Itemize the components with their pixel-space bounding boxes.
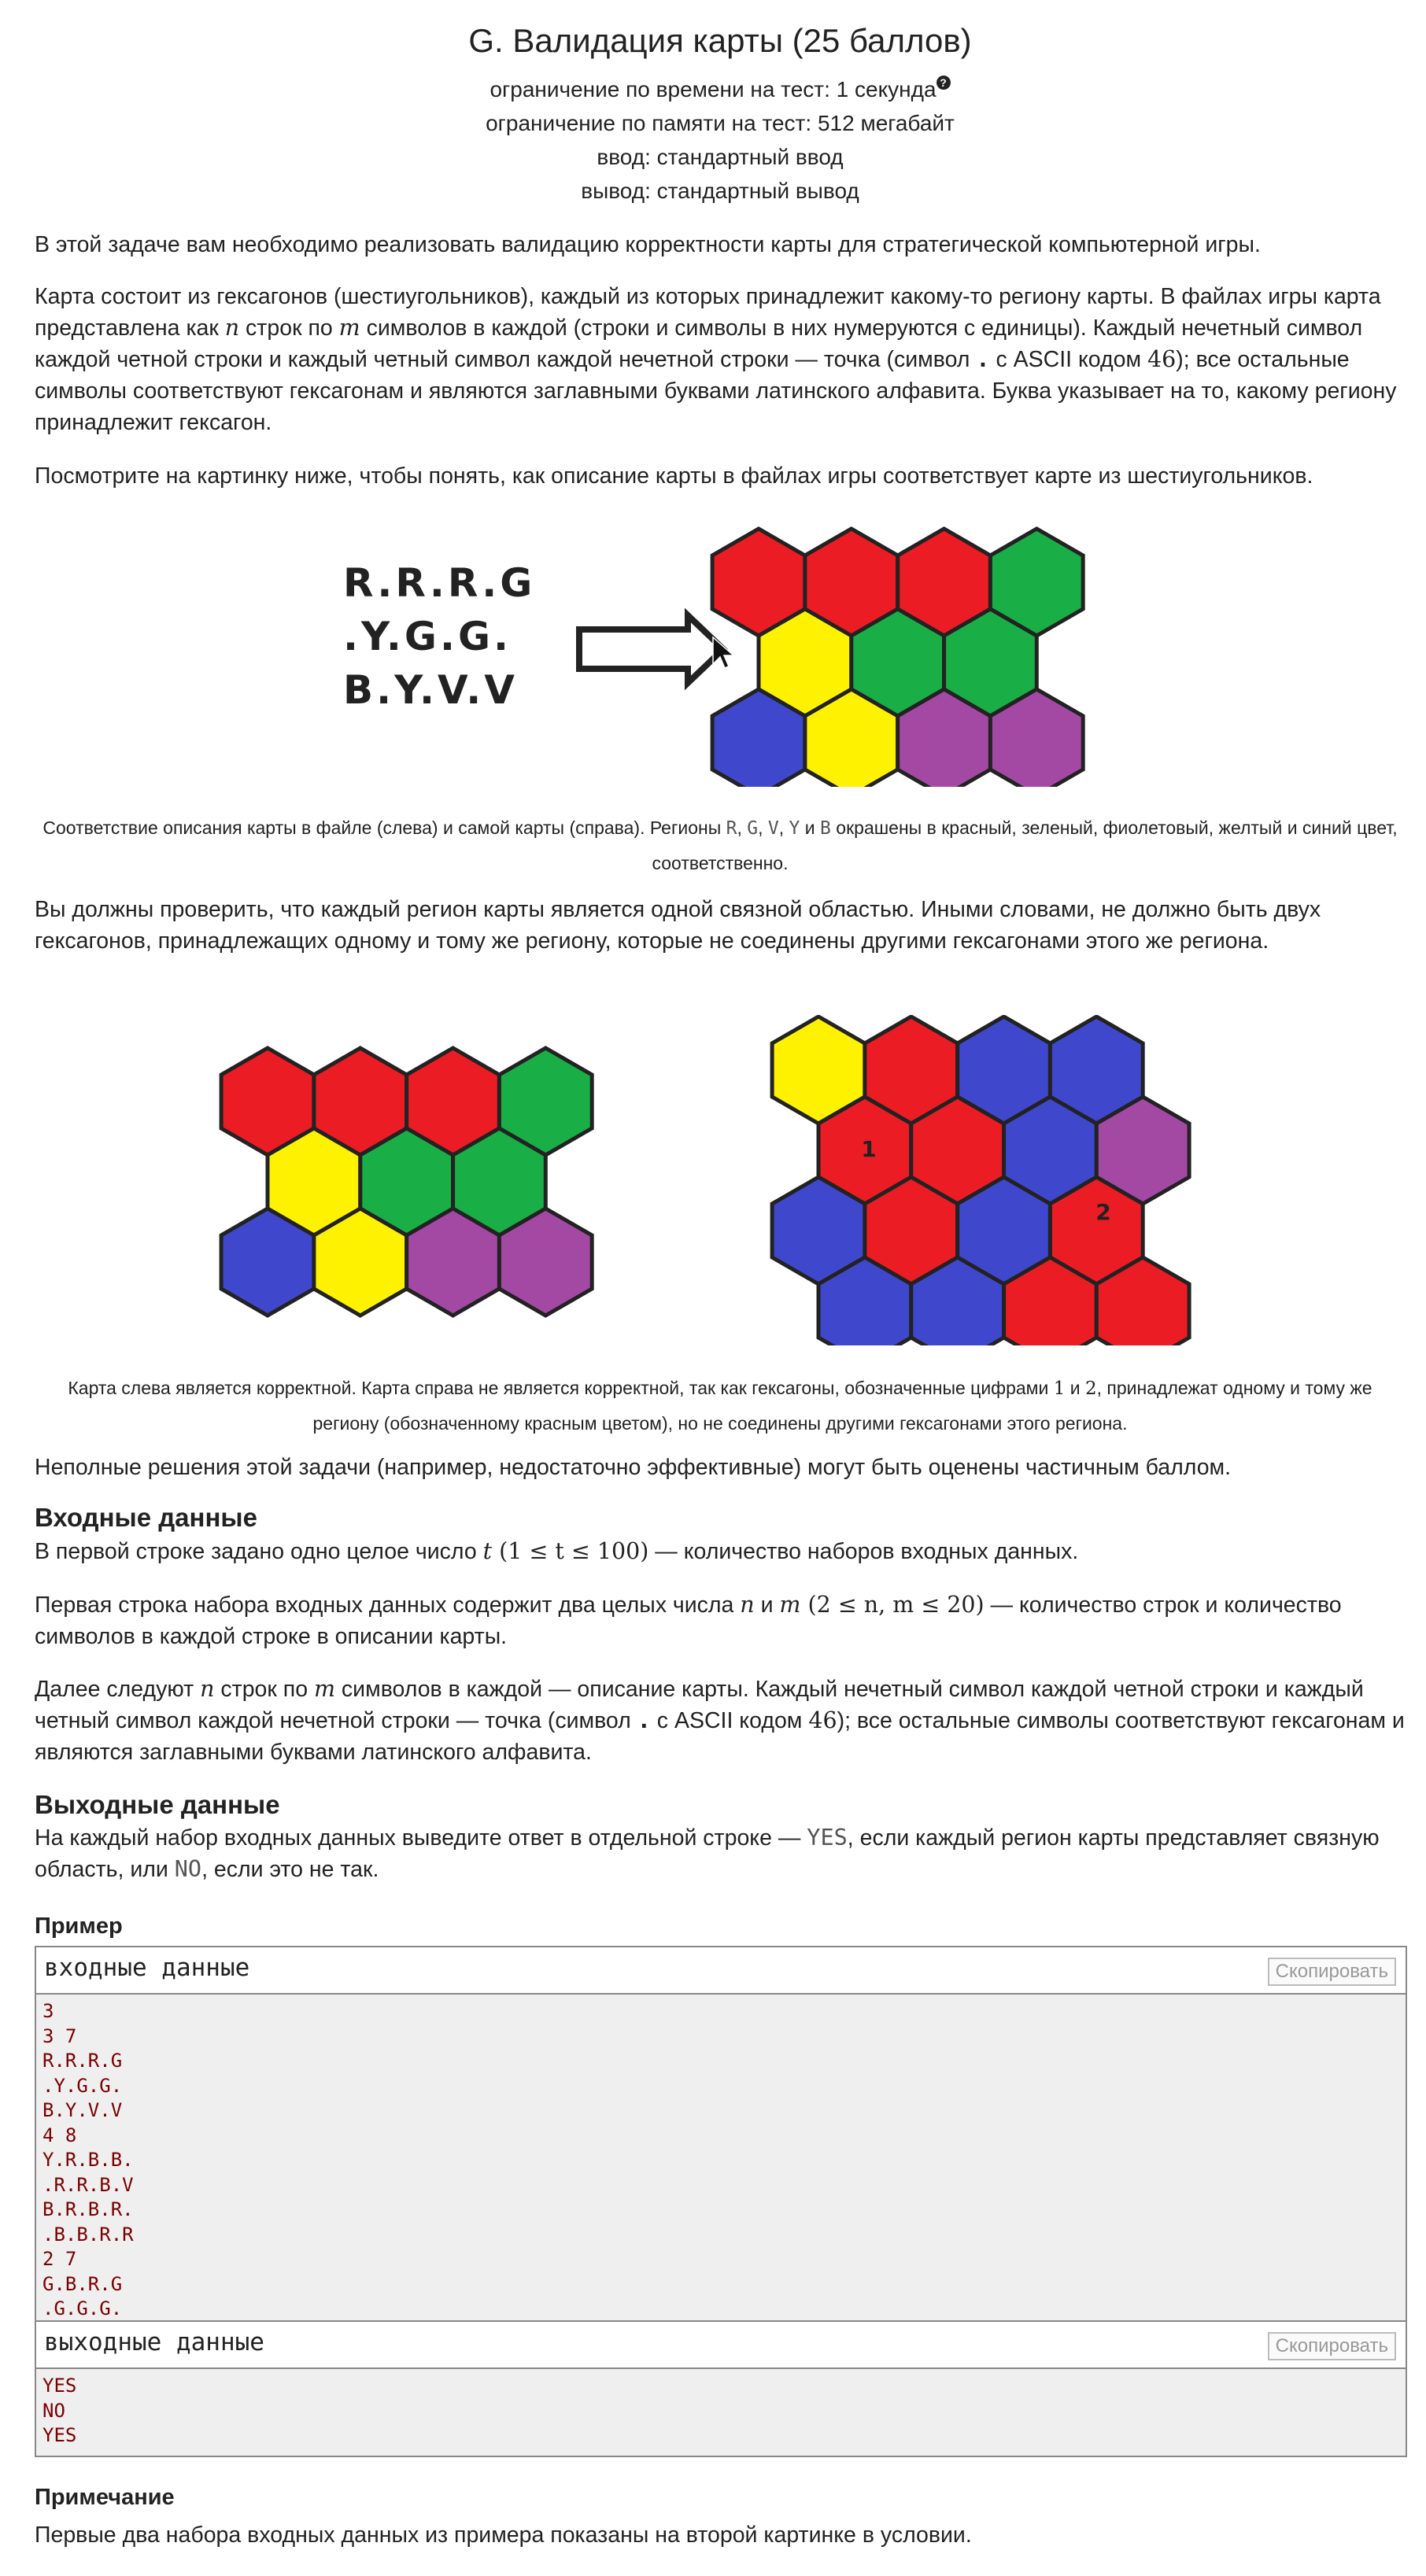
hex-map-invalid (770, 1014, 1191, 1367)
sample-input-label: входные данные (44, 1954, 250, 1982)
input-paragraph-2: Первая строка набора входных данных соде… (35, 1592, 1342, 1649)
help-icon[interactable]: ? (936, 76, 951, 90)
time-limit: ограничение по времени на тест: 1 секунд… (35, 72, 1406, 106)
note-paragraph: Первые два набора входных данных из прим… (35, 2522, 972, 2548)
statement-paragraph-3: Посмотрите на картинку ниже, чтобы понят… (35, 463, 1313, 489)
memory-limit: ограничение по памяти на тест: 512 мегаб… (486, 111, 955, 135)
figure-valid-invalid-maps: 1 2 (35, 1014, 1406, 1367)
figure-1-svg: R.R.R.G .Y.G.G. B.Y.V.V (343, 526, 1085, 799)
input-paragraph-1: В первой строке задано одно целое число … (35, 1538, 1079, 1564)
input-spec: ввод: стандартный ввод (597, 145, 844, 169)
sample-output-label: выходные данные (44, 2328, 264, 2356)
problem-limits: ограничение по времени на тест: 1 секунд… (35, 72, 1406, 208)
output-paragraph: На каждый набор входных данных выведите … (35, 1825, 1380, 1882)
sample-input-body: 3 3 7 R.R.R.G .Y.G.G. B.Y.V.V 4 8 Y.R.B.… (42, 2000, 134, 2320)
note-title: Примечание (35, 2485, 175, 2510)
output-section-title: Выходные данные (35, 1790, 280, 1819)
problem-title: G. Валидация карты (25 баллов) (468, 22, 972, 59)
map-text-line-3: B.Y.V.V (343, 667, 518, 713)
figure-2-svg: 1 2 (219, 1014, 1191, 1367)
hex-label-1: 1 (861, 1136, 876, 1162)
hex-label-2: 2 (1095, 1199, 1110, 1225)
hex-map-valid (219, 1046, 594, 1318)
input-section-title: Входные данные (35, 1503, 257, 1532)
copy-input-button[interactable]: Скопировать (1267, 1958, 1396, 1986)
map-text-line-2: .Y.G.G. (343, 614, 512, 659)
figure-map-encoding: R.R.R.G .Y.G.G. B.Y.V.V (35, 519, 1406, 799)
mouse-cursor-icon (712, 636, 735, 669)
sample-output-header: выходные данные Скопировать (36, 2320, 1406, 2369)
sample-output-body: YES NO YES (42, 2375, 77, 2446)
output-spec: вывод: стандартный вывод (581, 179, 859, 203)
partial-score-note: Неполные решения этой задачи (например, … (35, 1455, 1232, 1480)
map-text-line-1: R.R.R.G (343, 560, 535, 606)
statement-paragraph-4: Вы должны проверить, что каждый регион к… (35, 897, 1321, 954)
arrow-icon (576, 607, 728, 691)
figure-2-caption: Карта слева является корректной. Карта с… (68, 1378, 1372, 1434)
figure-1-caption: Соответствие описания карты в файле (сле… (42, 817, 1398, 873)
sample-tests: входные данные Скопировать 3 3 7 R.R.R.G… (35, 1946, 1407, 2457)
input-paragraph-3: Далее следуют n строк по m символов в ка… (35, 1676, 1405, 1765)
example-title: Пример (35, 1914, 123, 1939)
statement-paragraph-2: Карта состоит из гексагонов (шестиугольн… (35, 284, 1397, 435)
sample-input-header: входные данные Скопировать (36, 1947, 1406, 1995)
statement-paragraph-1: В этой задаче вам необходимо реализовать… (35, 232, 1261, 257)
copy-output-button[interactable]: Скопировать (1267, 2332, 1396, 2360)
fig2-left-hex (497, 1206, 594, 1318)
hex-map-1 (710, 526, 1085, 799)
